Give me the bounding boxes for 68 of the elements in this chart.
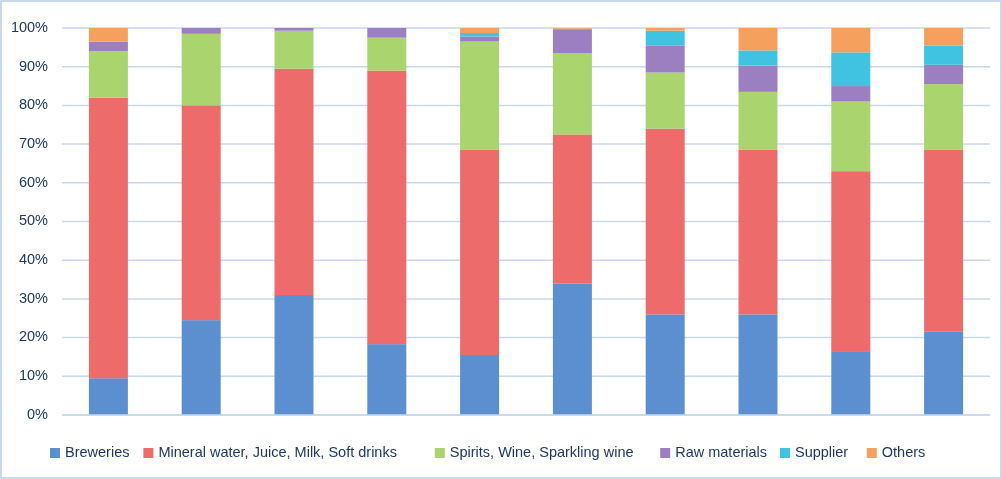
y-tick-label: 50%: [18, 212, 49, 229]
bar: [88, 378, 128, 415]
bar: [88, 41, 128, 52]
legend-label: Spirits, Wine, Sparkling wine: [449, 443, 634, 460]
bar: [831, 86, 871, 102]
bar: [645, 314, 685, 415]
bar: [738, 91, 778, 150]
bar: [738, 50, 778, 66]
bar: [274, 68, 314, 296]
legend-label: Breweries: [65, 443, 130, 460]
bar: [645, 30, 685, 46]
bar: [88, 97, 128, 379]
bar: [367, 70, 407, 345]
bar: [645, 128, 685, 315]
bar: [645, 28, 685, 31]
bar: [181, 28, 221, 34]
legend-label: Others: [881, 443, 926, 460]
bar: [552, 29, 592, 54]
y-tick-label: 30%: [18, 289, 49, 306]
y-tick-label: 100%: [10, 18, 49, 35]
bar: [924, 149, 964, 332]
y-tick-label: 0%: [27, 405, 49, 422]
bar: [181, 33, 221, 106]
bar: [924, 45, 964, 65]
bar: [831, 351, 871, 415]
bar: [924, 64, 964, 85]
bar: [831, 52, 871, 87]
bar: [738, 28, 778, 51]
bar: [645, 45, 685, 73]
bar: [460, 355, 500, 415]
bar: [88, 28, 128, 42]
legend-label: Raw materials: [675, 443, 768, 460]
bar: [738, 314, 778, 415]
legend-label: Mineral water, Juice, Milk, Soft drinks: [158, 443, 397, 460]
bar: [460, 33, 500, 37]
bar: [274, 28, 314, 31]
y-tick-label: 60%: [18, 173, 49, 190]
y-tick-label: 10%: [18, 367, 49, 384]
bar: [460, 149, 500, 356]
bar: [181, 320, 221, 415]
y-tick-label: 20%: [18, 328, 49, 345]
bar: [460, 41, 500, 150]
y-tick-label: 80%: [18, 96, 49, 113]
legend-label: Supplier: [795, 443, 849, 460]
bar: [181, 105, 221, 321]
bar: [88, 51, 128, 98]
bar: [738, 149, 778, 315]
bar: [274, 295, 314, 415]
bar: [460, 36, 500, 42]
bar: [831, 171, 871, 352]
bar: [367, 37, 407, 71]
bar: [924, 84, 964, 150]
bar: [552, 283, 592, 415]
y-tick-label: 40%: [18, 251, 49, 268]
bar: [738, 65, 778, 92]
bar: [645, 72, 685, 129]
bar: [460, 28, 500, 34]
bar: [831, 101, 871, 172]
bar: [552, 53, 592, 135]
bar: [924, 28, 964, 46]
bar: [552, 134, 592, 284]
bar: [367, 28, 407, 38]
y-tick-label: 70%: [18, 134, 49, 151]
bar: [924, 331, 964, 415]
y-tick-label: 90%: [18, 57, 49, 74]
bar: [831, 28, 871, 53]
bar: [367, 344, 407, 415]
bar: [274, 30, 314, 69]
